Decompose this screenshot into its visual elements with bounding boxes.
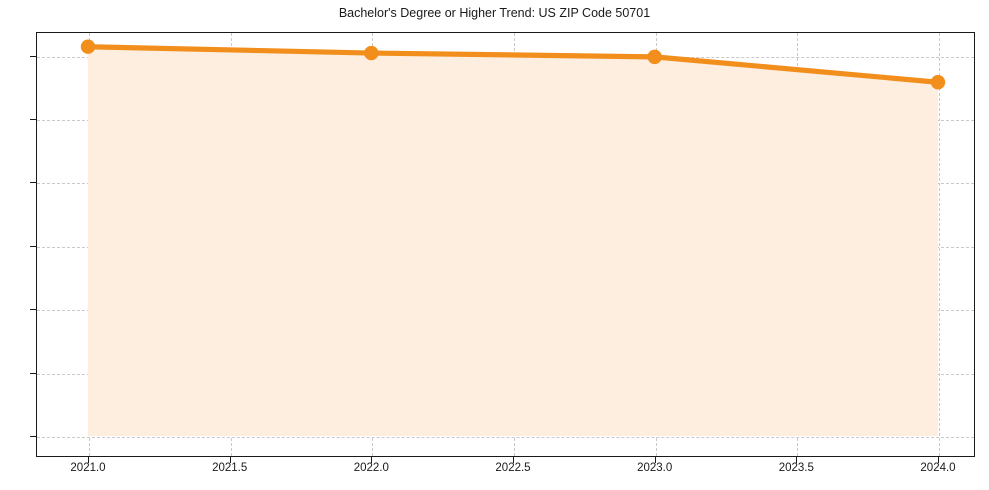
gridline-y-15 [37,246,974,248]
xtick-mark-2023-5 [796,457,798,463]
xtick-mark-2022 [371,457,373,463]
gridline-x-2022-5 [514,33,515,456]
gridline-x-2023-5 [797,33,799,456]
xtick-mark-2021 [88,457,89,463]
chart-title: Bachelor's Degree or Higher Trend: US ZI… [338,6,651,20]
xtick-label-2022-5: 2022.5 [495,462,531,474]
ytick-mark-30 [30,55,36,57]
xtick-label-2024: 2024.0 [920,462,956,474]
xtick-mark-2021-5 [229,457,231,463]
gridline-y-0 [37,437,974,438]
ytick-mark-15 [30,245,36,247]
xtick-mark-2024 [938,457,939,463]
gridline-x-2021 [89,33,90,456]
xtick-mark-2022-5 [513,457,514,463]
xtick-label-2021: 2021.0 [70,462,106,474]
ytick-mark-5 [30,372,36,374]
gridline-x-2022 [372,33,374,456]
ytick-mark-10 [30,309,36,311]
gridline-x-2024 [939,33,940,456]
xtick-label-2023: 2023.0 [637,462,673,474]
gridline-y-30 [37,56,974,58]
ytick-mark-20 [30,182,36,184]
xtick-mark-2023 [654,457,656,463]
xtick-label-2022: 2022.0 [353,462,389,474]
ytick-mark-0 [30,436,36,437]
gridline-y-25 [37,120,974,121]
ytick-mark-25 [30,119,36,120]
gridline-x-2021-5 [230,33,232,456]
gridline-x-2023 [655,33,657,456]
xtick-label-2023-5: 2023.5 [778,462,814,474]
plot-area [36,32,975,457]
plot-gridlines [37,33,974,456]
xtick-label-2021-5: 2021.5 [212,462,248,474]
gridline-y-20 [37,183,974,185]
gridline-y-10 [37,310,974,312]
gridline-y-5 [37,373,974,375]
